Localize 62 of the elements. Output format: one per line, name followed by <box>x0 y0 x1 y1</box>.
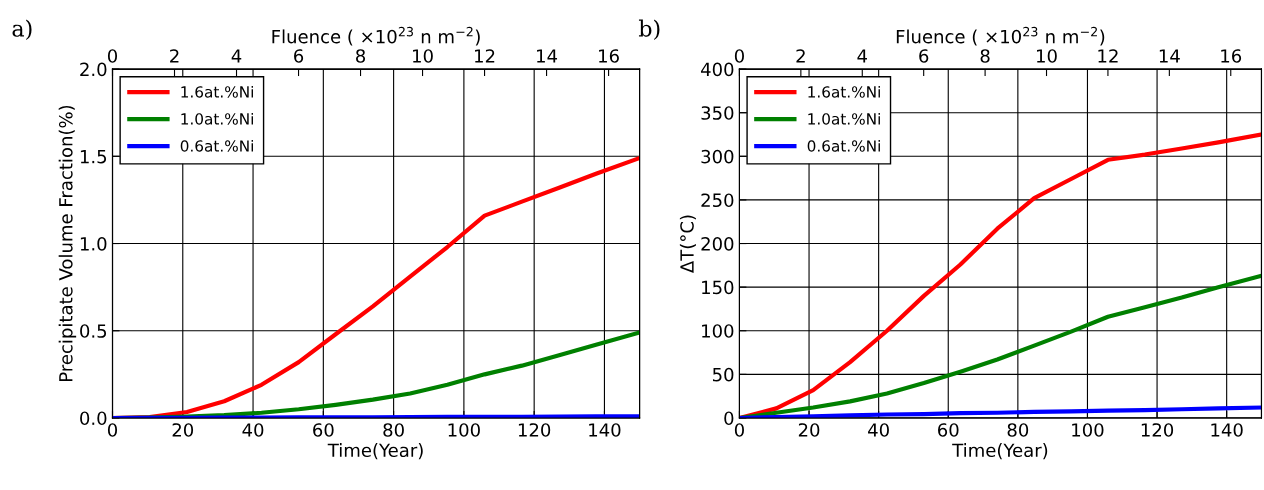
x2-tick-label: 6 <box>294 49 304 63</box>
x-tick-label: 120 <box>518 423 551 437</box>
y-tick-label: 1.5 <box>80 150 107 164</box>
text: a) <box>12 19 32 40</box>
x2-tick-label: 16 <box>1221 49 1242 63</box>
legend-label: 0.6at.%Ni <box>807 139 880 152</box>
legend-label: 1.0at.%Ni <box>808 112 880 125</box>
x2-tick-label: 8 <box>980 49 990 63</box>
x2-tick-label: 2 <box>170 49 179 63</box>
x-tick-label: 0 <box>107 423 118 437</box>
x2-axis-title: Fluence ( ×10$^{23}$ n m$^{−2}$) <box>896 26 1105 46</box>
x-tick-label: 140 <box>589 423 621 437</box>
x2-tick-label: 2 <box>796 49 805 63</box>
x2-tick-label: 12 <box>1098 49 1118 63</box>
x-tick-label: 40 <box>868 423 889 437</box>
x-axis-title: Time(Year) <box>327 443 423 460</box>
y-tick-label: 350 <box>701 106 734 120</box>
x2-tick-label: 14 <box>1159 49 1180 63</box>
x2-tick-label: 16 <box>599 49 619 63</box>
x2-axis-title: Fluence ( ×10$^{23}$ n m$^{−2}$) <box>272 26 480 46</box>
y-tick-label: 100 <box>702 324 734 338</box>
y-tick-label: 200 <box>701 236 734 251</box>
y-tick-label: 0 <box>724 411 734 426</box>
x-tick-label: 60 <box>313 423 334 437</box>
x2-tick-label: 4 <box>231 49 242 63</box>
x-tick-label: 40 <box>242 423 264 437</box>
x-axis-title: Time(Year) <box>952 443 1048 460</box>
x-tick-label: 80 <box>383 423 404 437</box>
x2-tick-label: 10 <box>1037 49 1057 63</box>
legend-label: 1.6at.%Ni <box>181 85 253 98</box>
x2-tick-label: 4 <box>857 49 867 63</box>
text: b) <box>638 19 660 40</box>
x-tick-label: 0 <box>734 423 744 437</box>
x-tick-label: 100 <box>448 423 480 437</box>
y-axis-title: Precipitate Volume Fraction(%) <box>58 105 77 381</box>
x2-tick-label: 14 <box>537 49 558 63</box>
x2-tick-label: 8 <box>356 49 366 63</box>
y-tick-label: 400 <box>701 62 734 77</box>
legend-label: 1.6at.%Ni <box>808 85 880 98</box>
x2-tick-label: 10 <box>413 49 433 63</box>
x-tick-label: 140 <box>1211 423 1243 437</box>
y-tick-label: 1.0 <box>80 236 107 251</box>
x-tick-label: 100 <box>1072 423 1104 437</box>
x2-tick-label: 12 <box>475 49 495 63</box>
x-tick-label: 60 <box>938 423 959 437</box>
y-tick-label: 0.5 <box>80 324 107 338</box>
x-tick-label: 120 <box>1141 423 1174 437</box>
x2-tick-label: 0 <box>107 49 118 63</box>
y-tick-label: 250 <box>701 193 734 208</box>
y-tick-label: 2.0 <box>80 62 107 77</box>
y-axis-title: ΔT(°C) <box>679 215 696 273</box>
y-tick-label: 0.0 <box>80 411 107 426</box>
y-tick-label: 300 <box>701 149 734 164</box>
x-tick-label: 20 <box>798 423 820 437</box>
y-tick-label: 150 <box>702 280 734 295</box>
legend-label: 0.6at.%Ni <box>180 139 253 152</box>
x-tick-label: 20 <box>172 423 194 437</box>
legend-label: 1.0at.%Ni <box>181 112 253 125</box>
y-tick-label: 50 <box>713 367 734 382</box>
x2-tick-label: 0 <box>734 49 744 63</box>
x2-tick-label: 6 <box>919 49 929 63</box>
x-tick-label: 80 <box>1007 423 1029 437</box>
